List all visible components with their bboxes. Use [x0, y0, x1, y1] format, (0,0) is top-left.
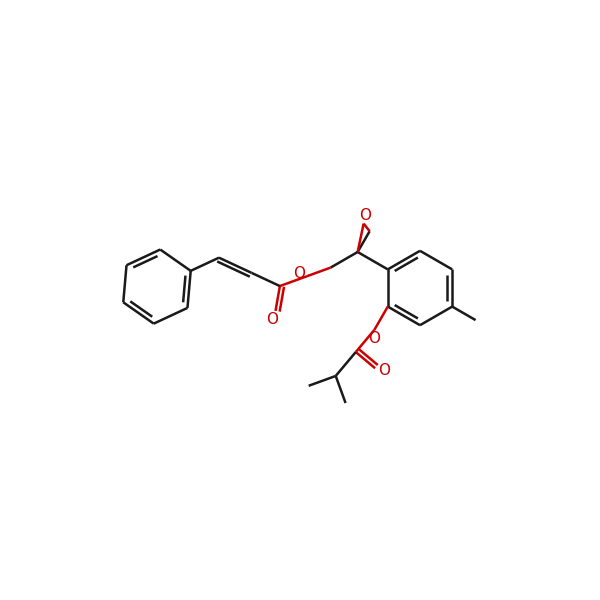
- Text: O: O: [293, 266, 305, 281]
- Text: O: O: [378, 363, 390, 378]
- Text: O: O: [368, 331, 380, 346]
- Text: O: O: [359, 208, 371, 223]
- Text: O: O: [266, 313, 278, 328]
